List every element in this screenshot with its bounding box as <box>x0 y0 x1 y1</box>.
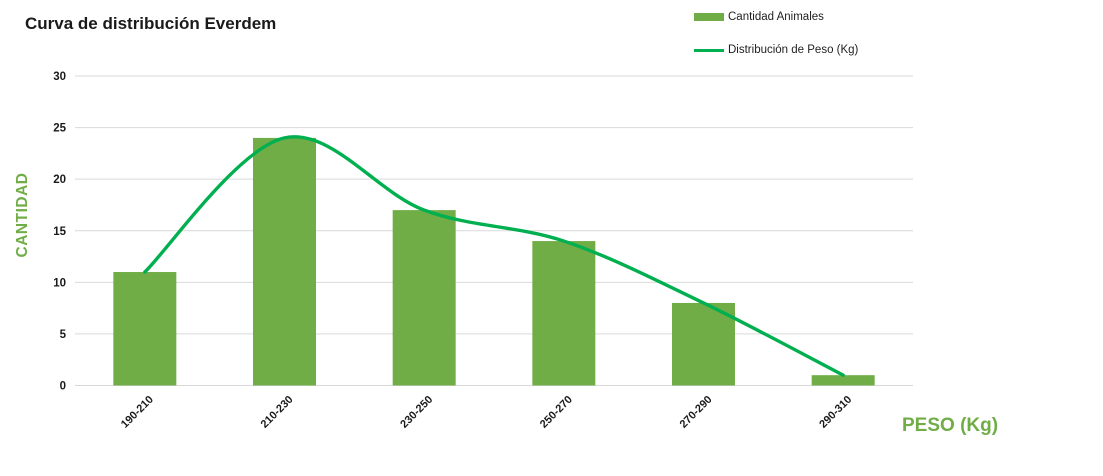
x-tick-label: 250-270 <box>538 394 575 431</box>
x-tick-label: 230-250 <box>398 394 435 431</box>
line-swatch-icon <box>694 48 724 52</box>
legend-item-cantidad-animales: Cantidad Animales <box>694 8 858 26</box>
x-axis-title: PESO (Kg) <box>902 415 999 436</box>
bar <box>532 241 596 386</box>
bar <box>672 302 735 386</box>
y-tick-label: 30 <box>53 71 66 83</box>
bar <box>811 375 875 386</box>
y-tick-label: 15 <box>53 226 66 238</box>
x-tick-label: 190-210 <box>119 394 156 431</box>
y-tick-label: 25 <box>53 123 66 135</box>
legend-label: Cantidad Animales <box>728 11 824 23</box>
x-tick-label: 290-310 <box>817 394 854 431</box>
bar <box>113 272 177 386</box>
chart-title: Curva de distribución Everdem <box>25 14 277 33</box>
y-tick-label: 5 <box>60 329 67 341</box>
bar <box>253 137 316 386</box>
x-tick-label: 210-230 <box>259 394 296 431</box>
bar-swatch-icon <box>694 13 724 21</box>
y-tick-label: 0 <box>60 381 66 393</box>
legend: Cantidad Animales Distribución de Peso (… <box>694 8 858 74</box>
x-tick-label: 270-290 <box>678 394 715 431</box>
y-tick-label: 10 <box>53 277 66 289</box>
distribution-line <box>143 135 845 377</box>
y-tick-label: 20 <box>53 174 66 186</box>
bar <box>392 210 456 386</box>
legend-label: Distribución de Peso (Kg) <box>728 44 859 56</box>
legend-item-distribucion-peso: Distribución de Peso (Kg) <box>694 41 858 59</box>
